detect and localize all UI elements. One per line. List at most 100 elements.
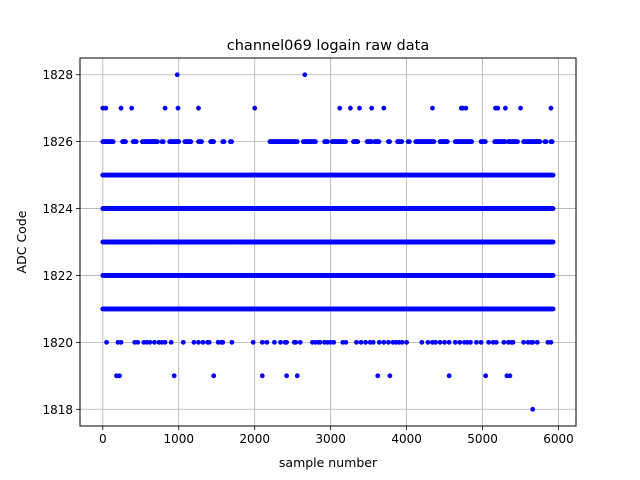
- data-point: [191, 339, 197, 345]
- data-point: [518, 105, 523, 111]
- data-point: [171, 373, 177, 379]
- data-point: [155, 139, 160, 145]
- y-tick-label: 1826: [42, 135, 73, 149]
- data-point: [284, 373, 290, 379]
- data-point: [363, 339, 368, 345]
- y-axis-ticks: 1818 1820 1822 1824 1826 1828: [42, 68, 80, 417]
- data-point: [406, 139, 412, 145]
- data-point: [376, 139, 382, 145]
- data-point: [152, 339, 157, 345]
- data-point: [446, 339, 452, 345]
- data-point: [331, 339, 337, 345]
- data-point: [425, 339, 431, 345]
- data-point: [419, 339, 425, 345]
- data-point: [211, 139, 217, 145]
- data-point: [343, 339, 349, 345]
- data-point: [313, 139, 318, 145]
- data-point: [180, 339, 186, 345]
- data-point: [174, 72, 180, 78]
- data-point: [175, 105, 181, 111]
- data-point: [376, 339, 382, 345]
- data-point: [550, 306, 556, 312]
- data-point: [176, 139, 182, 145]
- data-point: [229, 339, 235, 345]
- data-point: [452, 339, 458, 345]
- data-point: [297, 339, 303, 345]
- data-point: [548, 339, 554, 345]
- data-point: [515, 139, 520, 145]
- y-tick-label: 1828: [42, 68, 73, 82]
- data-point: [502, 105, 508, 111]
- y-tick-label: 1824: [42, 202, 73, 216]
- data-point: [404, 339, 410, 345]
- data-point: [337, 105, 343, 111]
- data-point: [446, 373, 452, 379]
- data-point: [355, 139, 361, 145]
- data-point: [117, 373, 122, 379]
- data-point: [381, 339, 387, 345]
- data-point: [387, 139, 393, 145]
- data-point: [550, 273, 556, 278]
- data-point: [325, 139, 331, 145]
- data-point: [399, 339, 405, 345]
- data-point: [147, 339, 153, 345]
- data-point: [430, 105, 435, 111]
- data-point: [482, 139, 488, 145]
- data-point: [358, 339, 364, 345]
- data-point: [168, 339, 174, 345]
- data-point: [385, 339, 391, 345]
- data-point: [129, 105, 135, 111]
- data-point: [369, 105, 375, 111]
- x-tick-label: 5000: [467, 432, 498, 446]
- data-point: [206, 339, 212, 345]
- data-point: [200, 339, 206, 345]
- data-point: [104, 339, 109, 345]
- y-tick-label: 1818: [42, 403, 73, 417]
- data-point: [486, 339, 492, 345]
- data-point: [550, 239, 556, 245]
- data-point: [521, 339, 526, 345]
- data-point: [252, 105, 258, 111]
- data-point: [196, 339, 201, 345]
- data-point: [543, 139, 549, 145]
- data-point: [284, 339, 290, 345]
- data-point: [368, 139, 374, 145]
- data-point: [196, 105, 201, 111]
- data-point: [375, 373, 381, 379]
- data-point: [343, 139, 348, 145]
- data-point: [468, 339, 473, 345]
- data-point: [199, 139, 204, 145]
- data-point: [433, 339, 438, 345]
- data-point: [220, 339, 226, 345]
- data-point: [278, 339, 283, 345]
- data-point: [530, 406, 536, 412]
- data-point: [478, 339, 484, 345]
- data-point: [103, 105, 109, 111]
- axes-frame: [79, 57, 577, 427]
- x-tick-label: 1000: [163, 432, 194, 446]
- x-tick-label: 4000: [391, 432, 422, 446]
- data-point: [550, 172, 556, 178]
- data-point: [530, 339, 536, 345]
- data-point: [259, 373, 265, 379]
- chart-title: channel069 logain raw data: [227, 38, 429, 54]
- x-axis-ticks: 0 1000 2000 3000 4000 5000 6000: [99, 426, 574, 446]
- data-point: [133, 139, 139, 145]
- data-point: [431, 139, 437, 145]
- data-point: [548, 105, 554, 111]
- data-point: [437, 339, 443, 345]
- data-point: [135, 339, 141, 345]
- data-point: [272, 339, 277, 345]
- x-tick-label: 6000: [543, 432, 574, 446]
- data-point: [294, 139, 300, 145]
- data-point: [387, 373, 393, 379]
- x-axis-label: sample number: [279, 455, 378, 470]
- data-point: [293, 339, 299, 345]
- data-point: [348, 105, 353, 111]
- x-tick-label: 2000: [239, 432, 270, 446]
- data-point: [501, 339, 507, 345]
- data-point: [123, 139, 128, 145]
- data-point: [162, 105, 168, 111]
- data-point: [442, 339, 447, 345]
- data-point: [549, 139, 555, 145]
